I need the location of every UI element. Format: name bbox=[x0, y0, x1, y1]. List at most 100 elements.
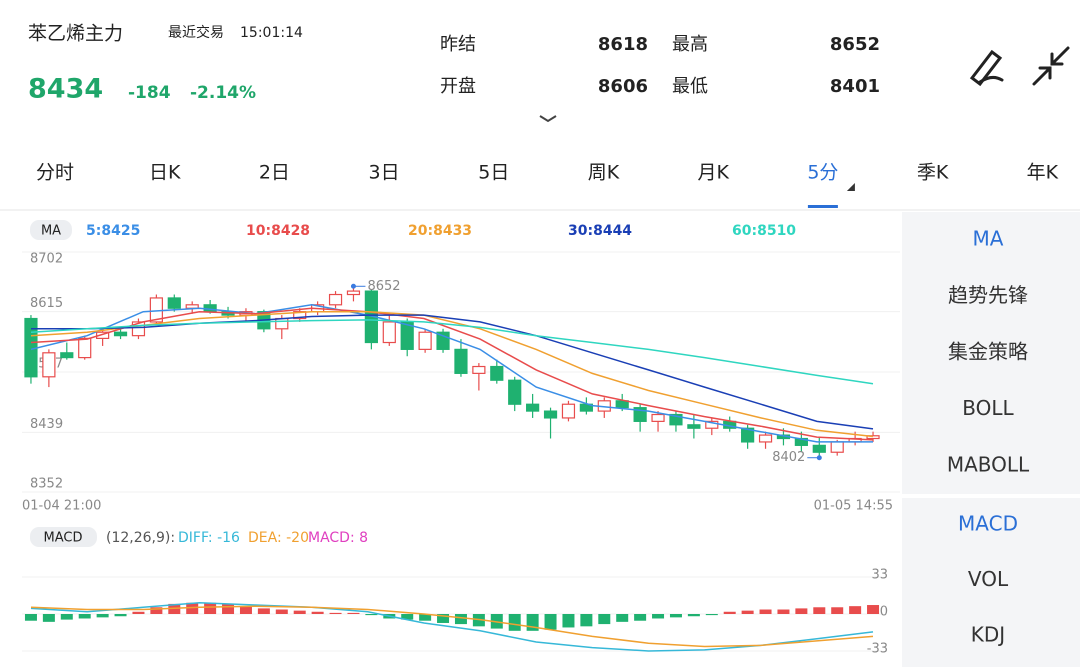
candle-body bbox=[328, 293, 343, 306]
change: -184 bbox=[128, 83, 171, 103]
tab[interactable]: 5分 bbox=[807, 162, 838, 184]
candle-body bbox=[812, 444, 826, 453]
macd-bar bbox=[634, 614, 647, 621]
tab-underline bbox=[807, 205, 838, 208]
tab[interactable]: 年K bbox=[1027, 162, 1059, 184]
indicator-option[interactable]: 趋势先锋 bbox=[948, 283, 1028, 307]
macd-bar bbox=[616, 614, 629, 622]
macd-bar bbox=[401, 614, 414, 620]
indicator-tag bbox=[30, 220, 72, 240]
extreme-label: 8652 bbox=[367, 279, 400, 294]
indicator-tag-label: MA bbox=[41, 224, 61, 239]
draw-icon[interactable] bbox=[969, 49, 1004, 87]
macd-bar bbox=[777, 609, 790, 614]
macd-bar bbox=[759, 609, 772, 614]
candle-body bbox=[42, 352, 56, 378]
candle-body bbox=[561, 403, 576, 419]
candle-body bbox=[705, 420, 719, 429]
tab[interactable]: 5日 bbox=[478, 162, 509, 184]
macd-bar bbox=[867, 605, 880, 614]
stat-label: 开盘 bbox=[440, 76, 476, 97]
macd-bar bbox=[204, 602, 217, 614]
macd-bar bbox=[42, 614, 55, 622]
indicator-option[interactable]: MABOLL bbox=[947, 453, 1030, 477]
legend-entry: DEA: -20 bbox=[248, 530, 309, 546]
tab[interactable]: 月K bbox=[697, 162, 729, 184]
candle-body bbox=[758, 434, 773, 443]
macd-bar bbox=[24, 614, 37, 621]
macd-bar bbox=[239, 606, 252, 614]
y-tick-label: 8439 bbox=[30, 417, 63, 432]
macd-bar bbox=[186, 602, 199, 614]
indicator-panel bbox=[902, 498, 1080, 667]
macd-bar bbox=[669, 614, 682, 618]
indicator-tag-label: MACD bbox=[44, 531, 83, 546]
stat-label: 最低 bbox=[672, 76, 708, 97]
price: 8434 bbox=[28, 74, 103, 105]
status: 最近交易 bbox=[168, 24, 224, 41]
extreme-label: 8402 bbox=[772, 450, 805, 465]
legend-entry: DIFF: -16 bbox=[178, 530, 240, 546]
macd-bar bbox=[544, 614, 557, 630]
macd-bar bbox=[275, 609, 288, 614]
indicator-option[interactable]: VOL bbox=[968, 567, 1009, 591]
candle-body bbox=[382, 321, 396, 344]
legend-entry: MACD: 8 bbox=[308, 530, 368, 546]
candle-body bbox=[669, 413, 683, 426]
tab[interactable]: 日K bbox=[149, 162, 181, 184]
legend-entry: 10:8428 bbox=[246, 223, 310, 239]
macd-bar bbox=[222, 603, 235, 614]
stat-value: 8401 bbox=[830, 76, 880, 97]
legend-entry: 5:8425 bbox=[86, 223, 140, 239]
candle-body bbox=[472, 365, 486, 374]
collapse-icon[interactable] bbox=[1032, 46, 1070, 86]
candle-body bbox=[167, 297, 181, 309]
candle-body bbox=[687, 424, 701, 429]
macd-bar bbox=[78, 614, 91, 619]
macd-bar bbox=[132, 611, 145, 614]
stat-value: 8652 bbox=[830, 34, 880, 55]
candle-body bbox=[615, 400, 629, 409]
y-tick-label: 8702 bbox=[30, 252, 63, 267]
ma-line bbox=[30, 319, 874, 385]
tab[interactable]: 3日 bbox=[369, 162, 400, 184]
macd-bar bbox=[365, 614, 378, 616]
indicator-option[interactable]: MA bbox=[973, 227, 1004, 251]
macd-bar bbox=[293, 610, 306, 614]
macd-bar bbox=[60, 614, 73, 620]
diff-line bbox=[30, 602, 874, 652]
candle-body bbox=[508, 379, 522, 405]
macd-bar bbox=[114, 614, 127, 617]
indicator-option[interactable]: MACD bbox=[958, 512, 1018, 536]
macd-bar bbox=[795, 608, 808, 614]
indicator-option[interactable]: KDJ bbox=[971, 623, 1005, 647]
ma-line bbox=[30, 310, 874, 438]
candle-body bbox=[454, 348, 468, 374]
candle-body bbox=[741, 427, 755, 443]
macd-bar bbox=[96, 614, 109, 618]
macd-bar bbox=[257, 608, 270, 614]
stat-value: 8606 bbox=[598, 76, 648, 97]
macd-bar bbox=[562, 614, 575, 628]
tab[interactable]: 分时 bbox=[36, 162, 74, 184]
tab[interactable]: 周K bbox=[588, 162, 620, 184]
indicator-option[interactable]: 集金策略 bbox=[948, 340, 1028, 364]
y-tick-label: -33 bbox=[867, 642, 888, 657]
candle-body bbox=[60, 352, 74, 359]
macd-bar bbox=[508, 614, 521, 631]
tab[interactable]: 季K bbox=[917, 162, 949, 184]
ma-line bbox=[31, 314, 874, 430]
macd-bar bbox=[849, 606, 862, 614]
candle-body bbox=[346, 290, 361, 296]
tab-dropdown bbox=[846, 183, 855, 191]
tab[interactable]: 2日 bbox=[259, 162, 290, 184]
macd-bar bbox=[723, 611, 736, 614]
indicator-option[interactable]: BOLL bbox=[962, 396, 1014, 420]
dea-line bbox=[30, 605, 874, 648]
expand-chevron[interactable] bbox=[539, 115, 557, 123]
y-tick-label: 0 bbox=[880, 605, 888, 620]
macd-bar bbox=[741, 610, 754, 614]
x-tick-label: 01-04 21:00 bbox=[22, 499, 101, 514]
ma-line bbox=[30, 304, 873, 443]
